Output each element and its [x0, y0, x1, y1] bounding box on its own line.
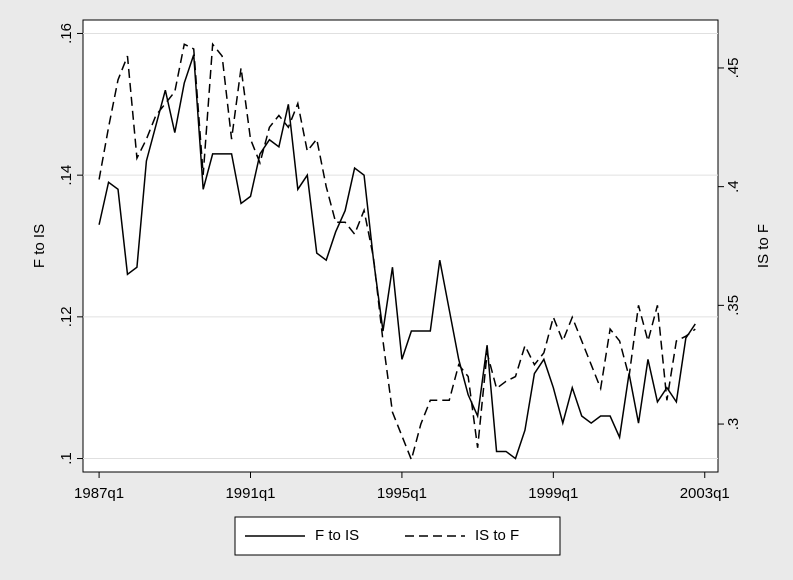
y2-tick-label: .35 [725, 295, 742, 316]
y-tick-label: .12 [58, 306, 75, 327]
series-line [98, 54, 696, 460]
plot-area [82, 19, 719, 473]
legend-label: F to IS [315, 527, 359, 544]
y-tick-label: .14 [58, 165, 75, 186]
y-tick-label: .16 [58, 23, 75, 44]
series-line [98, 42, 696, 463]
y-axis-title: F to IS [31, 224, 48, 268]
y-tick-label: .1 [58, 452, 75, 465]
x-tick-label: 1999q1 [528, 485, 578, 502]
x-tick-label: 1991q1 [225, 485, 275, 502]
legend-label: IS to F [475, 527, 519, 544]
x-tick-label: 2003q1 [680, 485, 730, 502]
y2-tick-label: .45 [725, 58, 742, 79]
y2-tick-label: .3 [725, 418, 742, 431]
y2-tick-label: .4 [725, 180, 742, 193]
y2-axis-title: IS to F [755, 224, 772, 268]
x-tick-label: 1987q1 [74, 485, 124, 502]
x-tick-label: 1995q1 [377, 485, 427, 502]
